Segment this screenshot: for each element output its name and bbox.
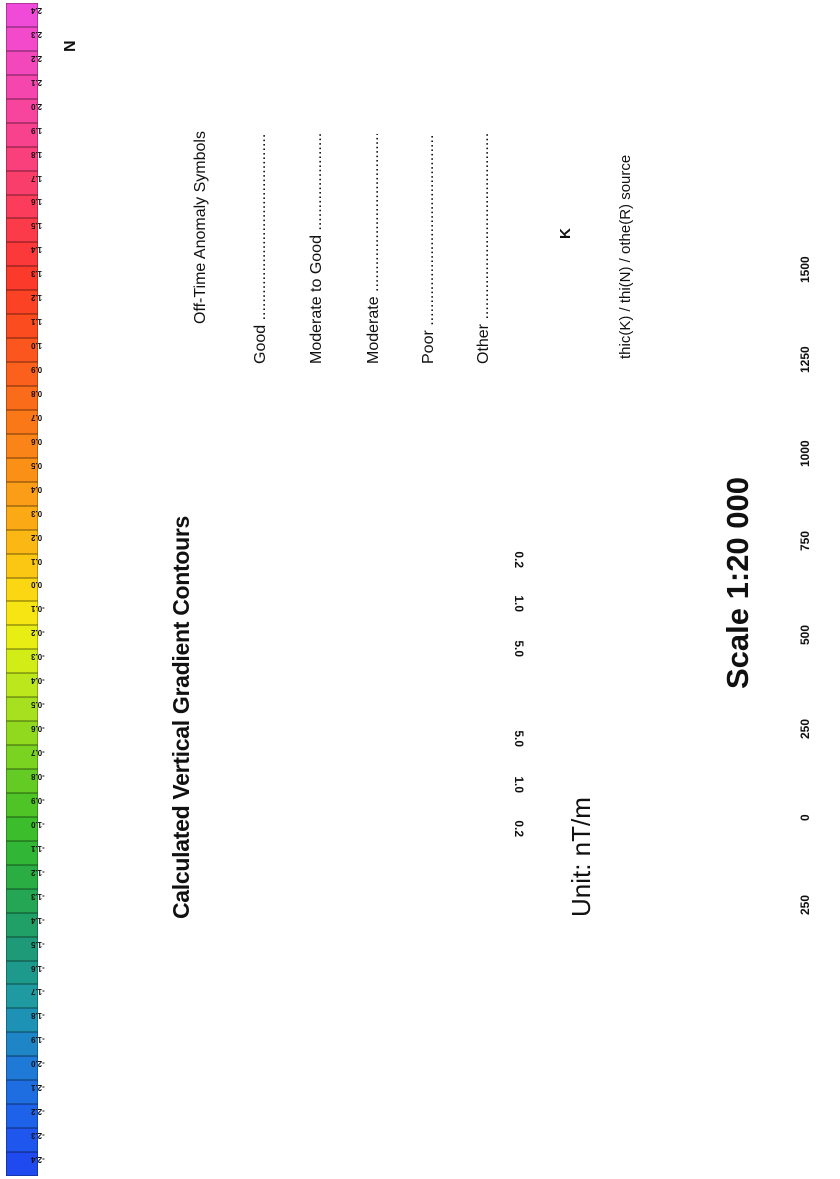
colorbar-label: -2.0 — [31, 1059, 45, 1069]
colorbar-label: 1.8 — [31, 149, 43, 159]
colorbar-label: 0.5 — [31, 460, 43, 470]
colorbar-label: 2.2 — [31, 53, 43, 63]
colorbar-label: -1.1 — [31, 843, 45, 853]
colorbar-label: -1.4 — [31, 915, 45, 925]
colorbar-label: -2.2 — [31, 1107, 45, 1117]
colorbar-label: -2.3 — [31, 1131, 45, 1141]
scale-tick: 1500 — [798, 256, 812, 283]
colorbar-label: 2.1 — [31, 77, 43, 87]
colorbar-label: 0.7 — [31, 412, 43, 422]
colorbar-label: -0.1 — [31, 604, 45, 614]
unit-label: Unit: nT/m — [566, 797, 596, 917]
contour-label: 0.2 — [512, 551, 526, 568]
colorbar-label: 0.0 — [31, 580, 43, 590]
colorbar-label: -1.2 — [31, 867, 45, 877]
colorbar-label: -0.9 — [31, 795, 45, 805]
colorbar-label: 1.1 — [31, 317, 43, 327]
contour-label: 1.0 — [512, 595, 526, 612]
source-key-letter: K — [557, 228, 574, 239]
colorbar-label: 2.3 — [31, 29, 43, 39]
legend-item-good: Good ...................................… — [252, 134, 269, 364]
moderate-to-good-symbol-icon — [304, 8, 340, 44]
contour-panel-title: Calculated Vertical Gradient Contours — [168, 515, 194, 919]
north-arrow-label: N — [62, 40, 79, 52]
scale-tick: 500 — [798, 624, 812, 645]
scale-tick: 250 — [798, 718, 812, 739]
contour-0-2 — [312, 558, 484, 830]
contour-5-0 — [425, 647, 484, 741]
colorbar-label: 0.2 — [31, 532, 43, 542]
contour-label: 5.0 — [512, 640, 526, 657]
colorbar-label: -1.7 — [31, 987, 45, 997]
legend-heading: Off-Time Anomaly Symbols — [192, 131, 209, 324]
colorbar-label: 0.3 — [31, 508, 43, 518]
colorbar-label: 0.1 — [31, 556, 43, 566]
contour-label: 0.2 — [512, 820, 526, 837]
other-symbol-icon — [467, 13, 493, 39]
colorbar-label: 1.3 — [31, 269, 43, 279]
scale-title: Scale 1:20 000 — [720, 476, 755, 689]
colorbar-label: -0.8 — [31, 772, 45, 782]
legend-item-moderate: Moderate ...............................… — [365, 134, 382, 364]
legend-item-other: Other ..................................… — [475, 134, 492, 364]
colorbar-label: 1.2 — [31, 293, 43, 303]
colorbar-label: -0.7 — [31, 748, 45, 758]
colorbar-label: 0.9 — [31, 365, 43, 375]
colorbar-label: -0.6 — [31, 724, 45, 734]
scale-tick: 1250 — [798, 346, 812, 373]
colorbar-label: 1.7 — [31, 173, 43, 183]
colorbar-label: 1.9 — [31, 125, 43, 135]
colorbar-label: -0.5 — [31, 700, 45, 710]
scale-tick: 250 — [798, 894, 812, 915]
colorbar-label: 2.4 — [31, 5, 43, 15]
colorbar-label: -2.4 — [31, 1155, 45, 1165]
colorbar-label: 0.8 — [31, 389, 43, 398]
colorbar-label: -0.3 — [31, 652, 45, 662]
colorbar-label: -0.2 — [31, 628, 45, 638]
scale-tick: 750 — [798, 530, 812, 551]
contour-1-0 — [367, 602, 484, 786]
colorbar-label: 1.5 — [31, 221, 43, 231]
colorbar-label: 2.0 — [31, 101, 43, 111]
moderate-symbol-icon — [357, 8, 393, 44]
contour-label: 5.0 — [512, 730, 526, 747]
colorbar-label: -1.3 — [31, 891, 45, 901]
colorbar-label: 1.0 — [31, 341, 43, 351]
scale-tick: 0 — [798, 814, 812, 821]
legend-item-moderate-to-good: Moderate to Good .......................… — [308, 134, 325, 364]
colorbar-label: 1.4 — [31, 245, 43, 255]
legend-item-poor: Poor ...................................… — [420, 134, 437, 364]
colorbar-label: 0.6 — [31, 436, 43, 446]
colorbar-label: -0.4 — [31, 676, 45, 686]
colorbar-label: -1.8 — [31, 1011, 45, 1021]
good-symbol-icon — [252, 8, 288, 44]
source-key-symbol-icon — [571, 197, 605, 231]
colorbar-label: -1.6 — [31, 963, 45, 973]
colorbar-label: 1.6 — [31, 197, 43, 207]
colorbar-label: -1.5 — [31, 939, 45, 949]
colorbar-label: -1.0 — [31, 819, 45, 829]
scale-tick: 1000 — [798, 440, 812, 467]
colorbar-label: -2.1 — [31, 1083, 45, 1093]
poor-symbol-icon — [409, 8, 445, 44]
colorbar-label: -1.9 — [31, 1035, 45, 1045]
source-key-text: thic(K) / thi(N) / othe(R) source — [617, 154, 634, 359]
colorbar-label: 0.4 — [31, 484, 43, 494]
contour-axis — [479, 472, 489, 920]
contour-label: 1.0 — [512, 776, 526, 793]
